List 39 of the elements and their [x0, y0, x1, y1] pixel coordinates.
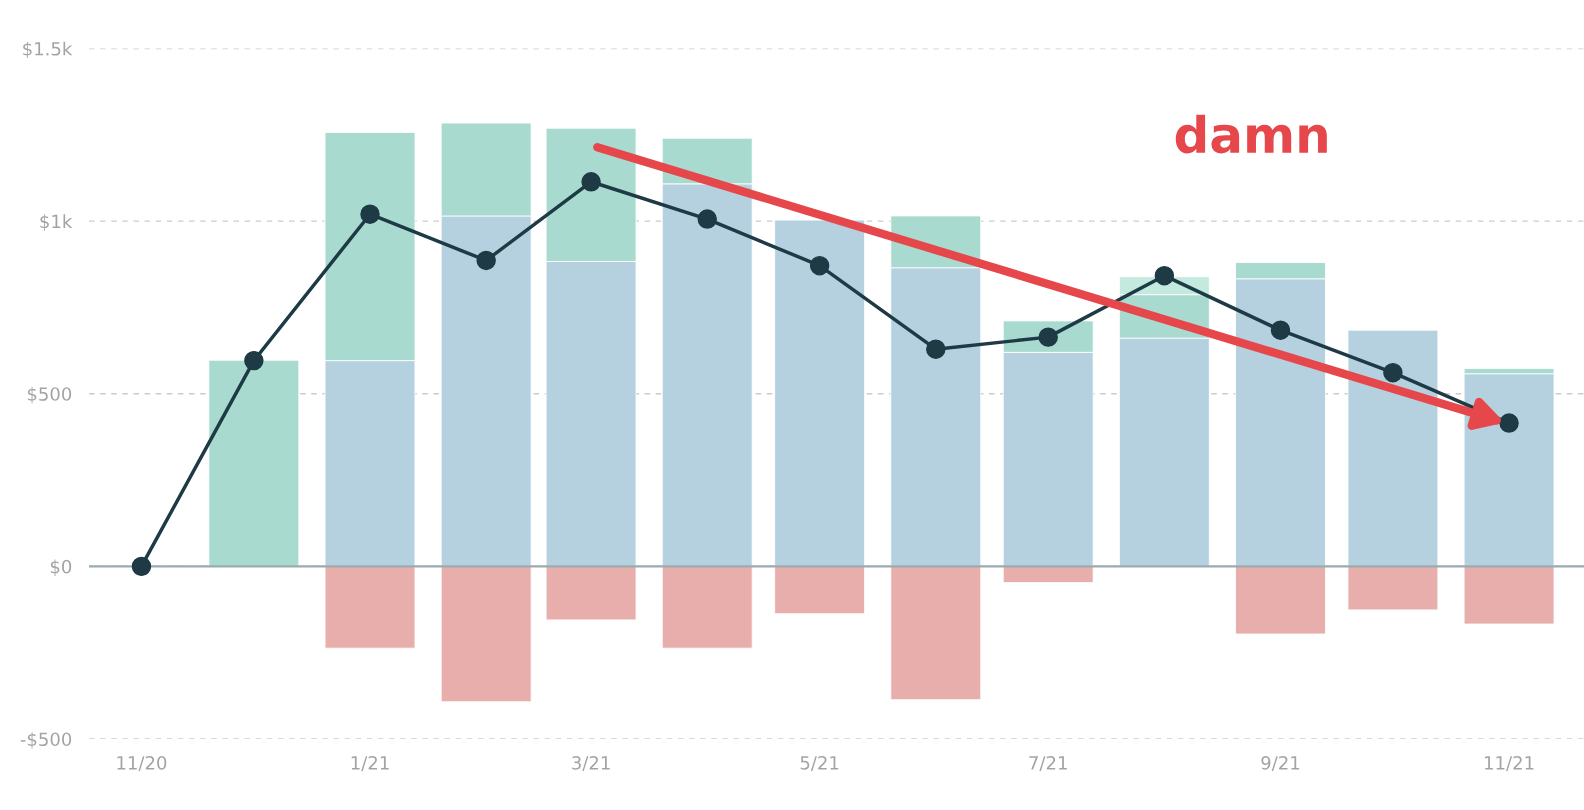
bar	[890, 565, 982, 701]
y-tick-label: $0	[50, 559, 72, 576]
bar	[1347, 565, 1439, 611]
bar	[1347, 329, 1439, 567]
bar	[774, 219, 866, 567]
x-tick-label: 7/21	[1029, 755, 1067, 772]
x-tick-label: 5/21	[800, 755, 839, 772]
point	[1154, 265, 1175, 286]
point	[1499, 413, 1519, 433]
point	[360, 204, 380, 224]
bar	[774, 565, 866, 615]
bar	[1463, 565, 1555, 625]
point	[1038, 327, 1058, 347]
annotation: damn	[1175, 114, 1327, 154]
x-tick-label: 11/20	[117, 755, 167, 772]
bar	[324, 565, 416, 649]
x-tick-label: 1/21	[351, 755, 389, 772]
y-tick-label: $1k	[40, 214, 73, 231]
bar	[661, 565, 753, 649]
x-tick-label: 9/21	[1261, 755, 1300, 772]
point	[1270, 320, 1291, 340]
bar	[440, 565, 532, 703]
y-tick-label: -$500	[20, 732, 72, 749]
x-tick-label: 11/21	[1485, 755, 1534, 772]
point	[1383, 362, 1403, 383]
y-tick-label: $1.5k	[23, 41, 73, 59]
bar	[1235, 565, 1326, 635]
point	[244, 350, 264, 371]
point	[581, 172, 601, 192]
point	[809, 255, 830, 276]
point	[131, 556, 152, 577]
bar	[545, 565, 637, 621]
point	[697, 209, 717, 229]
y-tick-label: $500	[27, 386, 72, 404]
x-tick-label: 3/21	[572, 755, 610, 772]
point	[476, 250, 496, 271]
bar	[1002, 565, 1094, 584]
point	[926, 339, 946, 359]
bar	[208, 359, 300, 567]
